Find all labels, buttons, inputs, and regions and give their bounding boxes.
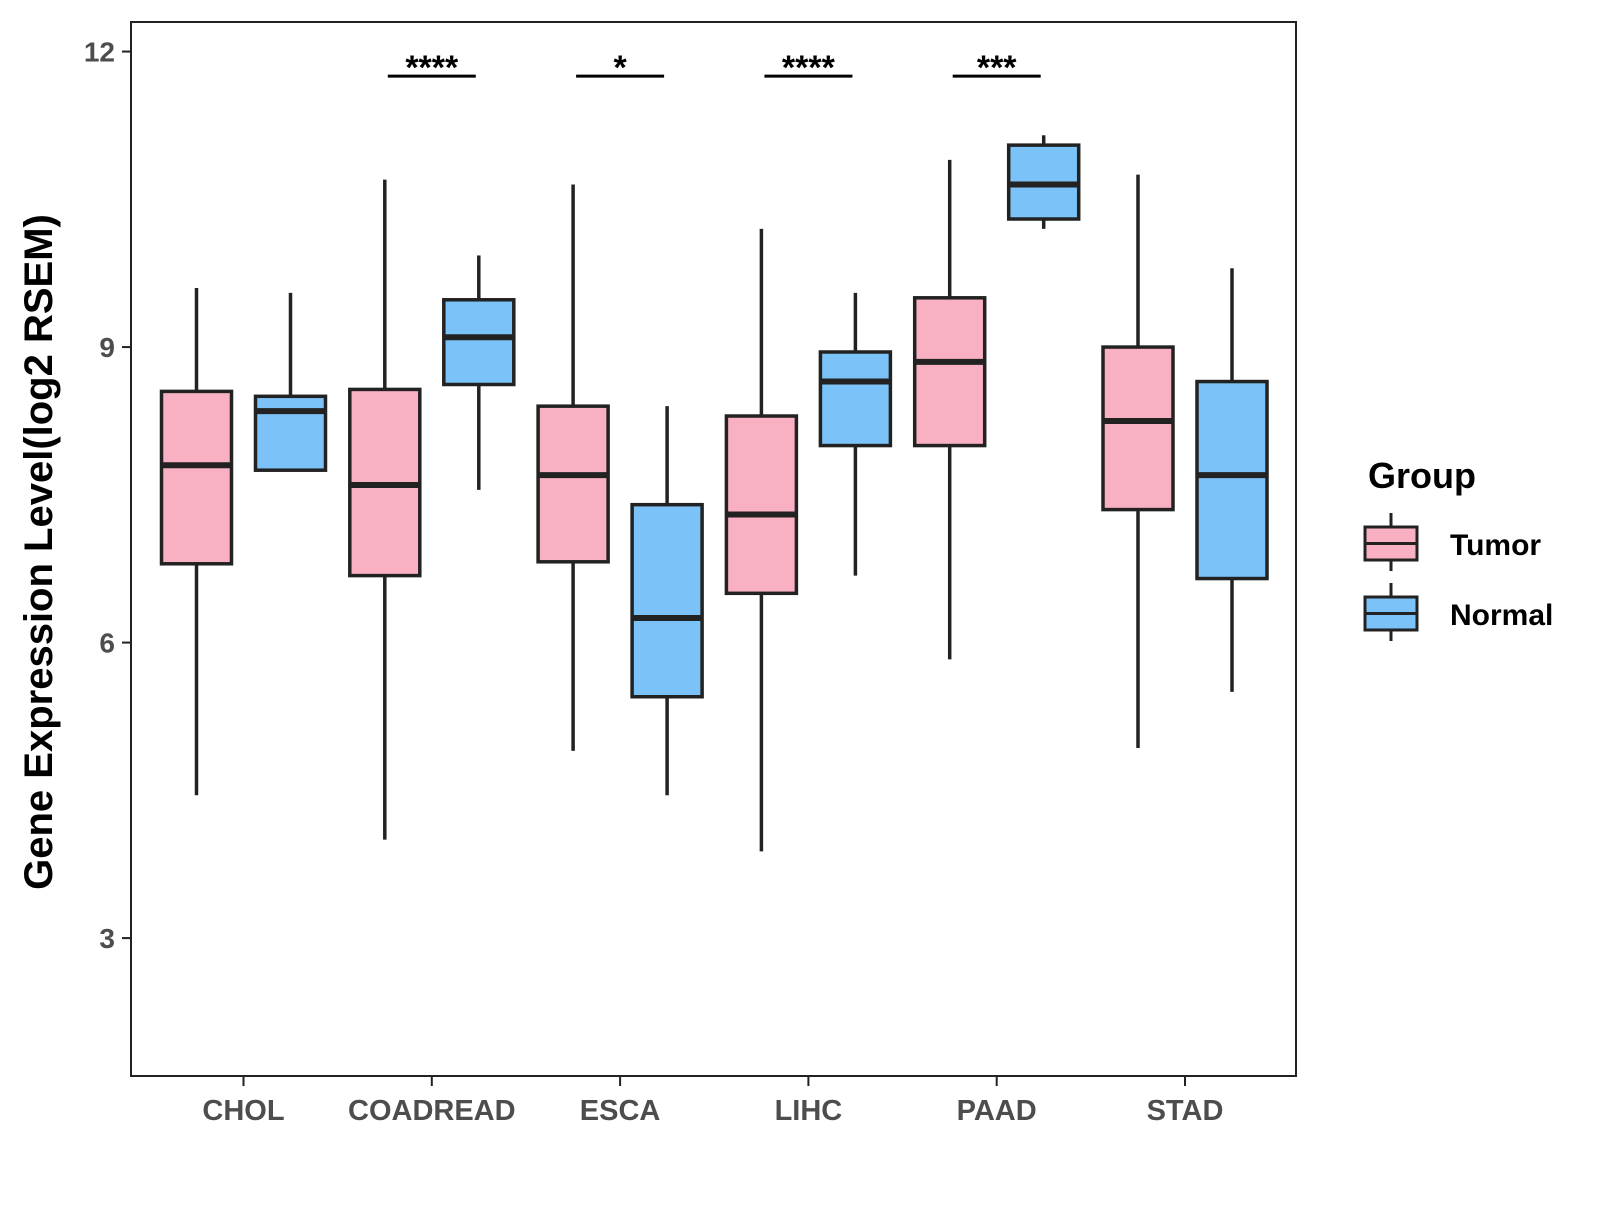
box-normal-chol xyxy=(253,292,328,472)
box-iqr xyxy=(818,350,893,448)
legend-item-normal: Normal xyxy=(1363,583,1553,641)
box-normal-esca xyxy=(630,406,704,796)
box-iqr xyxy=(536,404,610,564)
x-tick-label: COADREAD xyxy=(348,1095,516,1127)
box-iqr xyxy=(442,298,516,387)
significance-label: **** xyxy=(782,49,836,87)
box-iqr xyxy=(159,389,234,566)
x-tick-label: PAAD xyxy=(957,1095,1037,1127)
significance-paad: *** xyxy=(952,49,1041,87)
significance-coadread: **** xyxy=(387,49,476,87)
y-axis-title: Gene Expression Level(log2 RSEM) xyxy=(17,214,61,890)
box-tumor-stad xyxy=(1101,174,1175,748)
y-tick-label: 12 xyxy=(84,37,115,68)
x-tick-label: CHOL xyxy=(202,1095,284,1127)
box-iqr xyxy=(1101,345,1175,512)
box-iqr xyxy=(630,502,704,699)
x-tick-label: STAD xyxy=(1147,1095,1224,1127)
box-tumor-paad xyxy=(912,159,987,660)
box-normal-lihc xyxy=(818,292,893,576)
box-normal-stad xyxy=(1195,268,1269,692)
y-tick-label: 9 xyxy=(99,332,115,363)
plot-panel-border xyxy=(130,21,1297,1077)
legend-label: Normal xyxy=(1450,599,1553,632)
legend-label: Tumor xyxy=(1450,529,1541,562)
box-normal-paad xyxy=(1006,135,1081,229)
box-iqr xyxy=(724,414,799,596)
box-tumor-esca xyxy=(536,184,610,751)
significance-label: *** xyxy=(977,49,1017,87)
x-tick-label: ESCA xyxy=(580,1095,661,1127)
legend-title: Group xyxy=(1368,455,1476,496)
x-tick-label: LIHC xyxy=(775,1095,843,1127)
legend: Group Tumor Normal xyxy=(1363,455,1553,641)
significance-label: * xyxy=(613,49,627,87)
y-tick-label: 6 xyxy=(99,628,115,659)
legend-item-tumor: Tumor xyxy=(1363,513,1541,571)
significance-label: **** xyxy=(405,49,459,87)
box-tumor-lihc xyxy=(724,228,799,852)
significance-lihc: **** xyxy=(764,49,853,87)
box-tumor-chol xyxy=(159,287,234,796)
significance-esca: * xyxy=(576,49,665,87)
box-normal-coadread xyxy=(442,255,516,490)
box-iqr xyxy=(253,394,328,472)
box-iqr xyxy=(1195,379,1269,581)
plot-layer: **** * **** *** xyxy=(159,49,1269,852)
y-tick-label: 3 xyxy=(99,923,115,954)
box-tumor-coadread xyxy=(348,179,422,840)
box-iqr xyxy=(912,296,987,448)
axis-layer: 3 6 9 12 CHOL COADREAD ESCA LIHC PAAD STAD xyxy=(84,21,1297,1127)
